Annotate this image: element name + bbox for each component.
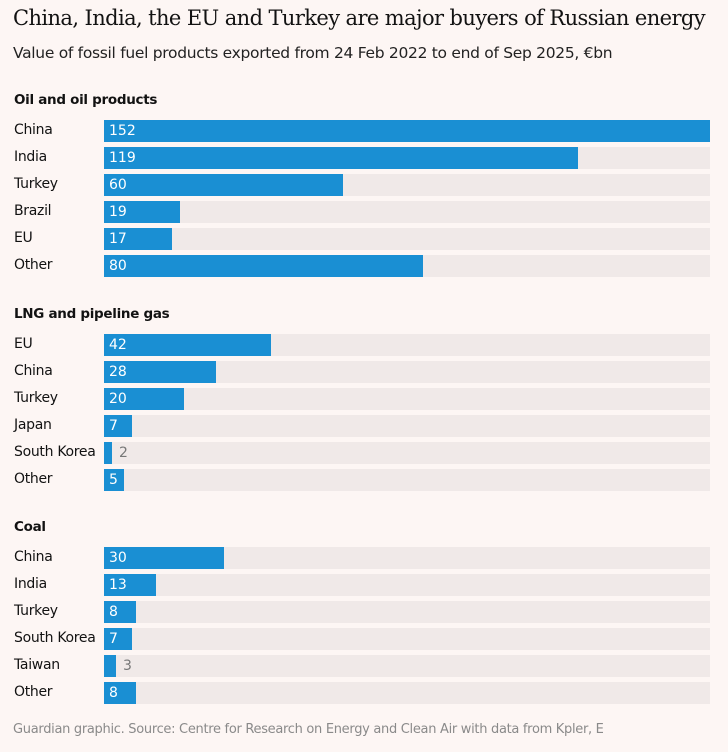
bar-track	[104, 228, 710, 250]
category-label: EU	[14, 336, 33, 352]
category-label: China	[14, 363, 53, 379]
bar	[104, 655, 116, 677]
category-label: India	[14, 576, 47, 592]
category-label: Other	[14, 471, 53, 487]
chart-title: China, India, the EU and Turkey are majo…	[13, 6, 706, 30]
chart-subtitle: Value of fossil fuel products exported f…	[13, 44, 613, 62]
category-label: South Korea	[14, 444, 96, 460]
value-label: 152	[109, 123, 136, 139]
value-label: 19	[109, 204, 127, 220]
bar	[104, 547, 224, 569]
value-label: 7	[109, 631, 118, 647]
value-label: 2	[118, 445, 128, 461]
bar-track	[104, 442, 710, 464]
value-label: 3	[122, 658, 132, 674]
category-label: China	[14, 122, 53, 138]
value-label: 8	[109, 604, 118, 620]
category-label: Turkey	[14, 390, 58, 406]
bar-track	[104, 415, 710, 437]
bar	[104, 601, 136, 623]
bar	[104, 174, 344, 196]
bar	[104, 255, 423, 277]
category-label: China	[14, 549, 53, 565]
bar-track	[104, 628, 710, 650]
bar	[104, 147, 579, 169]
section-title: LNG and pipeline gas	[14, 306, 170, 322]
value-label: 28	[109, 364, 127, 380]
bar-track	[104, 682, 710, 704]
category-label: EU	[14, 230, 33, 246]
bar	[104, 469, 124, 491]
bar-track	[104, 469, 710, 491]
bar-track	[104, 655, 710, 677]
category-label: Japan	[14, 417, 52, 433]
value-label: 20	[109, 391, 127, 407]
section-title: Oil and oil products	[14, 92, 158, 108]
category-label: Other	[14, 257, 53, 273]
bar-track	[104, 388, 710, 410]
value-label: 13	[109, 577, 127, 593]
bar	[104, 201, 180, 223]
category-label: Other	[14, 684, 53, 700]
bar	[104, 574, 156, 596]
category-label: Turkey	[14, 176, 58, 192]
value-label: 17	[109, 231, 127, 247]
section-title: Coal	[14, 519, 46, 535]
category-label: South Korea	[14, 630, 96, 646]
value-label: 60	[109, 177, 127, 193]
category-label: India	[14, 149, 47, 165]
value-label: 80	[109, 258, 127, 274]
bar	[104, 120, 710, 142]
bar	[104, 415, 132, 437]
bar-track	[104, 361, 710, 383]
category-label: Turkey	[14, 603, 58, 619]
value-label: 7	[109, 418, 118, 434]
value-label: 30	[109, 550, 127, 566]
bar	[104, 628, 132, 650]
value-label: 5	[109, 472, 118, 488]
bar	[104, 682, 136, 704]
value-label: 119	[109, 150, 136, 166]
bar-track	[104, 201, 710, 223]
bar	[104, 334, 272, 356]
source-footer: Guardian graphic. Source: Centre for Res…	[13, 722, 604, 737]
value-label: 42	[109, 337, 127, 353]
bar	[104, 361, 216, 383]
bar	[104, 228, 172, 250]
bar	[104, 388, 184, 410]
value-label: 8	[109, 685, 118, 701]
bar-track	[104, 601, 710, 623]
category-label: Brazil	[14, 203, 52, 219]
bar-track	[104, 574, 710, 596]
bar-track	[104, 547, 710, 569]
category-label: Taiwan	[14, 657, 60, 673]
bar	[104, 442, 112, 464]
